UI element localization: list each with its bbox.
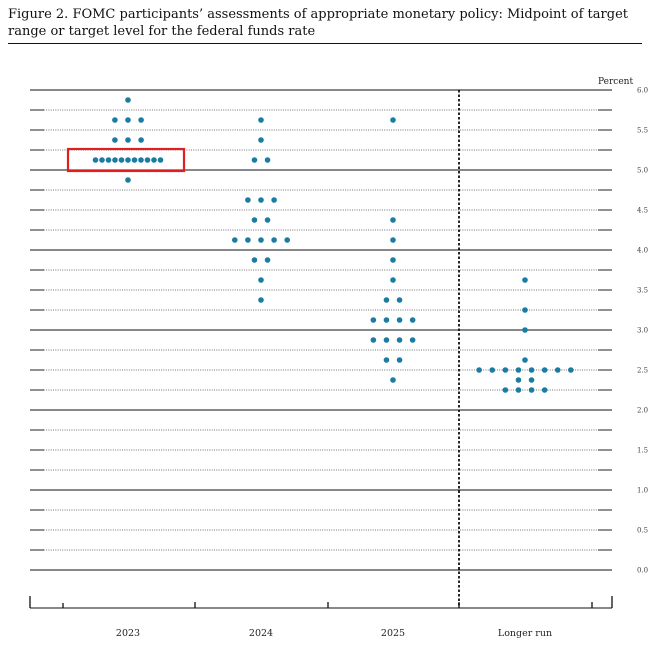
- x-axis: 2023 2024 2025 Longer run: [29, 596, 613, 639]
- dot: [232, 237, 238, 243]
- dot: [396, 297, 403, 303]
- dots: [92, 97, 574, 393]
- y-unit-label: Percent: [598, 77, 633, 87]
- dot: [522, 307, 528, 313]
- y-tick-label: 6.0: [637, 87, 648, 95]
- dot: [245, 197, 251, 203]
- dot: [258, 297, 264, 303]
- dot: [502, 367, 509, 373]
- dot: [515, 387, 522, 393]
- dot: [541, 367, 548, 373]
- dot: [264, 157, 271, 163]
- dot: [528, 367, 535, 373]
- dot: [554, 367, 561, 373]
- y-tick-label: 0.5: [637, 527, 648, 535]
- dot: [409, 337, 416, 343]
- dot: [125, 117, 131, 123]
- y-tick-label: 0.0: [637, 567, 648, 575]
- dot: [390, 237, 396, 243]
- dot: [383, 317, 390, 323]
- dot: [125, 177, 131, 183]
- dot: [489, 367, 496, 373]
- dot: [138, 137, 144, 143]
- dot: [515, 377, 522, 383]
- dot: [92, 157, 99, 163]
- dot: [390, 117, 396, 123]
- dot: [131, 157, 138, 163]
- dot: [112, 137, 118, 143]
- dot: [383, 357, 390, 363]
- y-tick-label: 4.0: [637, 247, 648, 255]
- dot: [522, 277, 528, 283]
- dot: [144, 157, 151, 163]
- dot: [251, 257, 258, 263]
- x-tick-label: 2024: [249, 628, 273, 639]
- dot: [264, 257, 271, 263]
- y-tick-label: 2.5: [637, 367, 648, 375]
- dot: [125, 97, 131, 103]
- y-tick-label: 5.0: [637, 167, 648, 175]
- dot: [258, 237, 264, 243]
- figure-title: Figure 2. FOMC participants’ assessments…: [8, 7, 628, 39]
- dot: [528, 377, 535, 383]
- highlight-box: [66, 147, 186, 173]
- dot: [370, 317, 377, 323]
- title-rule: [8, 43, 642, 44]
- y-tick-label: 4.5: [637, 207, 648, 215]
- dot: [541, 387, 548, 393]
- y-tick-label: 2.0: [637, 407, 648, 415]
- dot: [390, 217, 396, 223]
- dot: [105, 157, 112, 163]
- x-tick-label: 2025: [381, 628, 405, 639]
- dot: [264, 217, 271, 223]
- dot: [271, 237, 277, 243]
- dot: [112, 117, 118, 123]
- dot: [258, 197, 264, 203]
- y-tick-label: 1.0: [637, 487, 648, 495]
- highlight-rect: [66, 147, 186, 173]
- dot: [476, 367, 482, 373]
- dot: [528, 387, 535, 393]
- x-tick-label: 2023: [116, 628, 140, 639]
- dot: [390, 377, 396, 383]
- dot: [568, 367, 574, 373]
- dot: [251, 217, 258, 223]
- dot: [138, 157, 144, 163]
- dot: [370, 337, 377, 343]
- y-tick-label: 3.0: [637, 327, 648, 335]
- dot: [258, 137, 264, 143]
- dot: [118, 157, 125, 163]
- dot: [258, 117, 264, 123]
- dot: [383, 337, 390, 343]
- dot: [151, 157, 157, 163]
- dot: [390, 257, 396, 263]
- dot: [271, 197, 277, 203]
- dot: [112, 157, 118, 163]
- dot: [99, 157, 105, 163]
- dot: [251, 157, 258, 163]
- dot: [284, 237, 291, 243]
- dot: [396, 357, 403, 363]
- dot: [515, 367, 522, 373]
- x-tick-label: Longer run: [498, 628, 552, 639]
- dot: [409, 317, 416, 323]
- dot: [258, 277, 264, 283]
- dot: [125, 137, 131, 143]
- dot: [245, 237, 251, 243]
- y-tick-label: 3.5: [637, 287, 648, 295]
- dot: [502, 387, 509, 393]
- dot: [138, 117, 144, 123]
- dot: [125, 157, 131, 163]
- y-tick-label: 5.5: [637, 127, 648, 135]
- dot: [396, 317, 403, 323]
- dot: [390, 277, 396, 283]
- dot: [522, 327, 528, 333]
- y-tick-labels: 6.0 5.5 5.0 4.5 4.0 3.5 3.0 2.5 2.0 1.5 1.0 0.5 0.0: [637, 87, 648, 575]
- dot: [396, 337, 403, 343]
- dot: [522, 357, 528, 363]
- y-tick-label: 1.5: [637, 447, 648, 455]
- dot: [157, 157, 164, 163]
- dot: [383, 297, 390, 303]
